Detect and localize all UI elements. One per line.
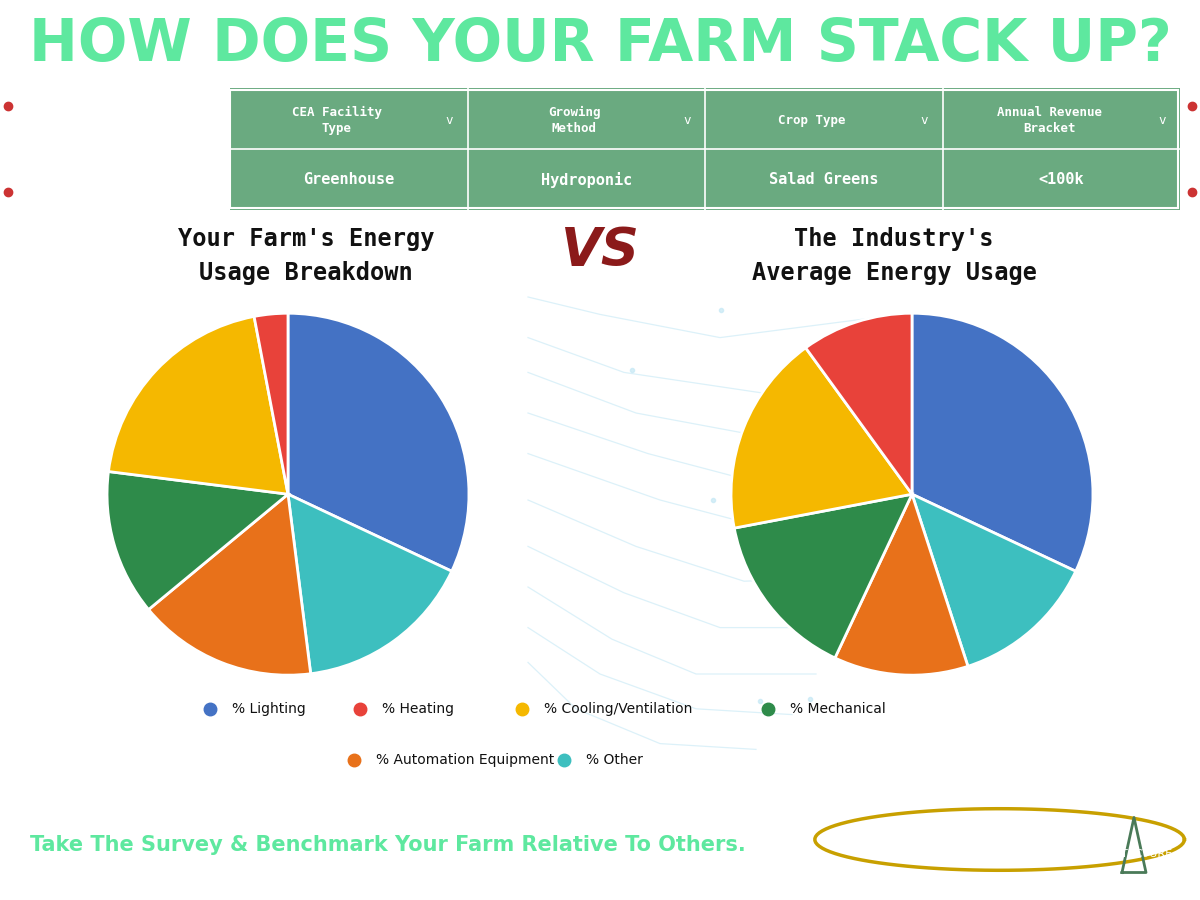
Text: v: v: [683, 114, 691, 128]
Text: v: v: [1158, 114, 1165, 128]
Text: WayBeyond: WayBeyond: [955, 845, 1073, 863]
Text: % Heating: % Heating: [382, 702, 454, 716]
Text: v: v: [445, 114, 454, 128]
Text: % Automation Equipment: % Automation Equipment: [376, 752, 554, 767]
Text: AGRITECTURE: AGRITECTURE: [1094, 849, 1174, 859]
Text: HOW DOES YOUR FARM STACK UP?: HOW DOES YOUR FARM STACK UP?: [29, 15, 1171, 73]
Wedge shape: [288, 494, 451, 674]
Text: CEA Facility
Type: CEA Facility Type: [292, 106, 382, 136]
Text: VS: VS: [560, 224, 640, 276]
Wedge shape: [835, 494, 968, 675]
Text: Growing
Method: Growing Method: [548, 106, 600, 136]
Text: % Cooling/Ventilation: % Cooling/Ventilation: [544, 702, 692, 716]
Bar: [230, 88, 1180, 210]
Wedge shape: [912, 494, 1075, 666]
Text: Your Farm's Energy
Usage Breakdown: Your Farm's Energy Usage Breakdown: [178, 228, 434, 285]
Text: Hydroponic: Hydroponic: [541, 172, 632, 187]
Wedge shape: [731, 347, 912, 528]
Text: Annual Revenue
Bracket: Annual Revenue Bracket: [997, 106, 1102, 135]
Text: Take The Survey & Benchmark Your Farm Relative To Others.: Take The Survey & Benchmark Your Farm Re…: [30, 835, 745, 855]
Wedge shape: [107, 472, 288, 609]
Text: % Lighting: % Lighting: [232, 702, 305, 716]
Text: The Industry's
Average Energy Usage: The Industry's Average Energy Usage: [751, 228, 1037, 285]
Text: <100k: <100k: [1038, 172, 1084, 187]
Text: % Other: % Other: [586, 752, 642, 767]
Wedge shape: [805, 313, 912, 494]
Wedge shape: [149, 494, 311, 675]
Text: Filter
Options:: Filter Options:: [72, 127, 158, 171]
Wedge shape: [288, 313, 469, 572]
Wedge shape: [734, 494, 912, 658]
Wedge shape: [912, 313, 1093, 572]
Text: Crop Type: Crop Type: [778, 114, 846, 128]
Wedge shape: [108, 317, 288, 494]
Wedge shape: [254, 313, 288, 494]
Text: % Mechanical: % Mechanical: [790, 702, 886, 716]
Text: Salad Greens: Salad Greens: [769, 172, 878, 187]
Text: v: v: [920, 114, 929, 128]
Text: Greenhouse: Greenhouse: [304, 172, 395, 187]
Bar: [230, 90, 1178, 208]
